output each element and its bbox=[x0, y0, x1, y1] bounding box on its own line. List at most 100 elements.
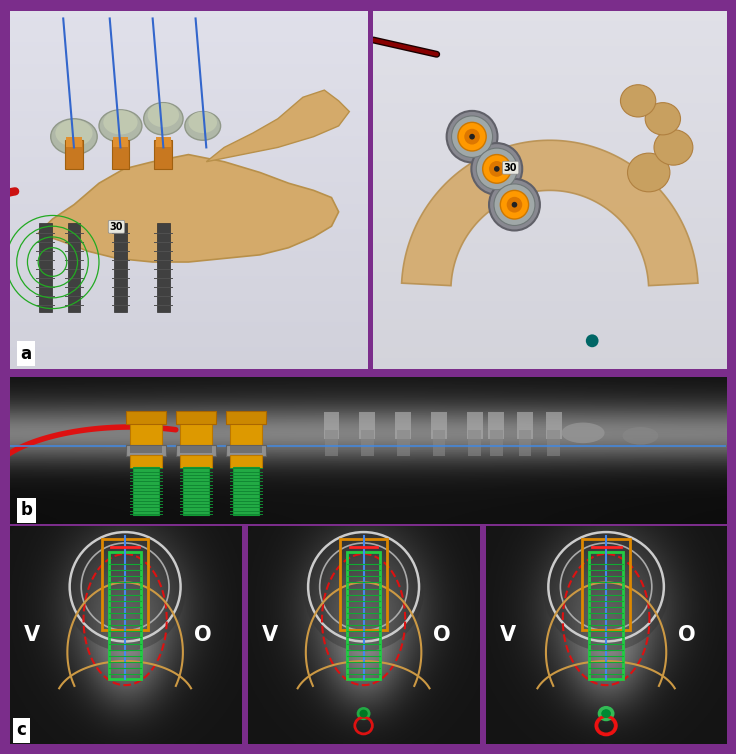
Bar bbox=[130, 446, 161, 453]
Circle shape bbox=[500, 191, 528, 219]
Circle shape bbox=[586, 334, 598, 348]
Bar bbox=[433, 430, 445, 456]
Bar bbox=[66, 136, 82, 148]
Bar bbox=[397, 430, 409, 456]
Bar bbox=[180, 455, 212, 468]
Ellipse shape bbox=[628, 153, 670, 192]
Bar bbox=[130, 414, 161, 446]
Bar bbox=[361, 430, 374, 456]
Bar bbox=[467, 412, 483, 439]
Bar bbox=[155, 140, 172, 169]
Polygon shape bbox=[38, 155, 339, 262]
Circle shape bbox=[476, 148, 517, 190]
Circle shape bbox=[357, 707, 370, 720]
Bar bbox=[126, 445, 166, 456]
Circle shape bbox=[458, 122, 486, 151]
Bar bbox=[230, 414, 262, 446]
Bar bbox=[157, 222, 170, 312]
Circle shape bbox=[602, 710, 610, 718]
Text: b: b bbox=[21, 501, 32, 520]
Bar bbox=[489, 412, 504, 439]
Bar bbox=[102, 538, 148, 630]
Ellipse shape bbox=[51, 119, 97, 155]
Text: c: c bbox=[16, 722, 26, 740]
Bar bbox=[324, 412, 339, 439]
Bar bbox=[180, 414, 212, 446]
Bar bbox=[325, 430, 338, 456]
Bar bbox=[547, 430, 560, 456]
Bar bbox=[490, 430, 503, 456]
Circle shape bbox=[483, 155, 511, 183]
Bar bbox=[233, 467, 259, 515]
Ellipse shape bbox=[620, 84, 656, 117]
Circle shape bbox=[494, 166, 500, 172]
Text: 30: 30 bbox=[504, 163, 517, 173]
Circle shape bbox=[471, 143, 523, 195]
Circle shape bbox=[470, 133, 475, 139]
Bar bbox=[126, 411, 166, 424]
Circle shape bbox=[489, 161, 505, 176]
Bar bbox=[230, 455, 262, 468]
Bar bbox=[582, 538, 630, 630]
Text: O: O bbox=[194, 625, 212, 645]
Bar bbox=[130, 455, 161, 468]
Bar bbox=[113, 136, 128, 148]
Text: a: a bbox=[21, 345, 32, 363]
Text: V: V bbox=[262, 625, 278, 645]
Bar bbox=[468, 430, 481, 456]
Bar bbox=[230, 446, 262, 453]
Circle shape bbox=[359, 710, 368, 718]
Ellipse shape bbox=[543, 531, 669, 651]
Bar bbox=[109, 552, 141, 679]
Bar bbox=[341, 538, 386, 630]
Circle shape bbox=[512, 202, 517, 207]
Polygon shape bbox=[206, 90, 350, 162]
Text: V: V bbox=[500, 625, 517, 645]
Bar bbox=[359, 412, 375, 439]
Bar bbox=[546, 412, 562, 439]
Text: 30: 30 bbox=[110, 222, 123, 231]
Bar bbox=[112, 140, 130, 169]
Ellipse shape bbox=[65, 531, 185, 651]
Ellipse shape bbox=[645, 103, 681, 135]
Text: V: V bbox=[24, 625, 40, 645]
Ellipse shape bbox=[144, 103, 183, 135]
Bar bbox=[114, 222, 127, 312]
Circle shape bbox=[452, 116, 492, 158]
Bar bbox=[431, 412, 447, 439]
Bar bbox=[517, 412, 533, 439]
Circle shape bbox=[489, 179, 540, 231]
Bar bbox=[176, 445, 216, 456]
Circle shape bbox=[601, 710, 611, 718]
Circle shape bbox=[599, 707, 613, 720]
Bar bbox=[590, 552, 623, 679]
Bar bbox=[226, 411, 266, 424]
Circle shape bbox=[598, 706, 615, 722]
Polygon shape bbox=[402, 140, 698, 286]
Ellipse shape bbox=[303, 531, 424, 651]
Bar bbox=[226, 445, 266, 456]
Ellipse shape bbox=[562, 422, 604, 443]
Bar bbox=[519, 430, 531, 456]
Circle shape bbox=[494, 184, 535, 225]
Ellipse shape bbox=[188, 112, 217, 133]
Ellipse shape bbox=[185, 112, 221, 140]
Bar bbox=[180, 446, 212, 453]
Ellipse shape bbox=[623, 427, 658, 445]
Ellipse shape bbox=[55, 120, 93, 146]
Bar bbox=[176, 411, 216, 424]
Circle shape bbox=[506, 197, 523, 213]
Text: O: O bbox=[433, 625, 450, 645]
Bar bbox=[347, 552, 380, 679]
Bar bbox=[68, 222, 80, 312]
Ellipse shape bbox=[654, 130, 693, 165]
Bar bbox=[39, 222, 52, 312]
Bar bbox=[395, 412, 411, 439]
Circle shape bbox=[447, 111, 498, 162]
Bar bbox=[183, 467, 209, 515]
Bar bbox=[65, 140, 83, 169]
Ellipse shape bbox=[103, 110, 138, 134]
Ellipse shape bbox=[148, 103, 179, 127]
Bar bbox=[155, 136, 171, 148]
Text: O: O bbox=[679, 625, 696, 645]
